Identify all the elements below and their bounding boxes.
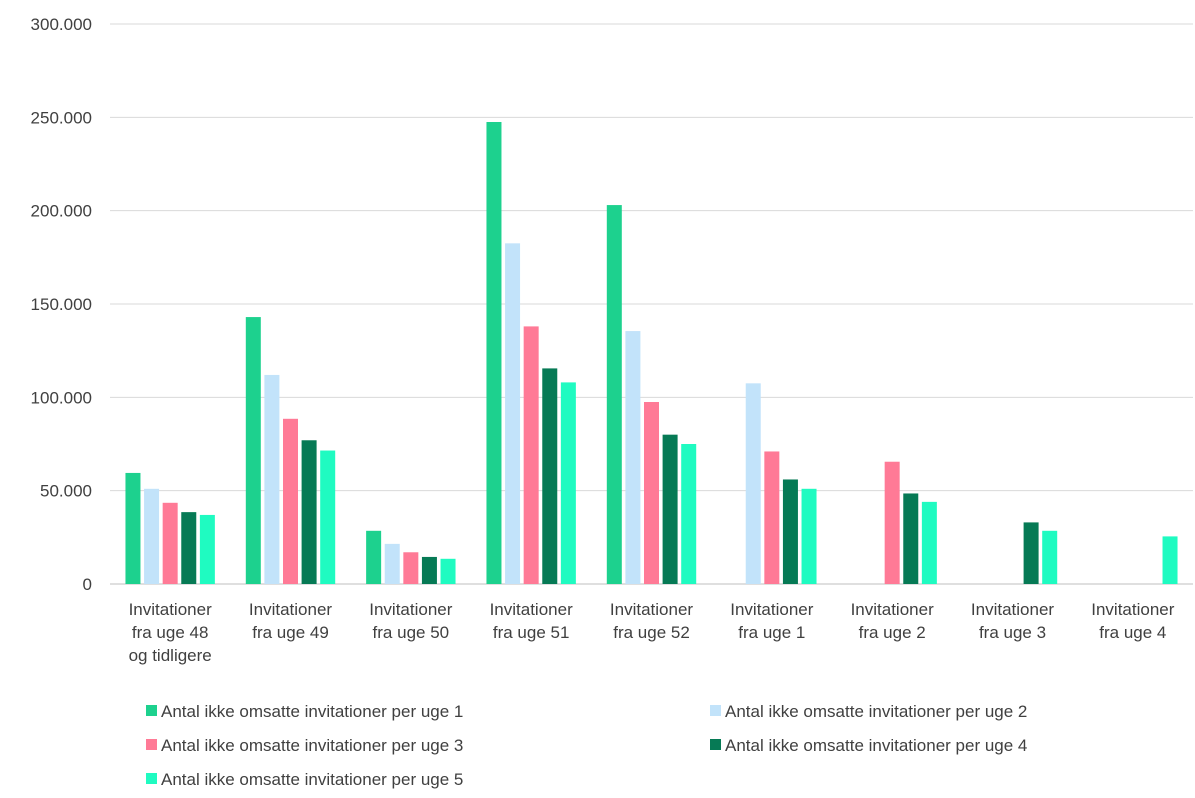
bar xyxy=(921,501,937,584)
bar xyxy=(301,440,317,584)
y-tick-label: 200.000 xyxy=(31,202,92,221)
legend-label: Antal ikke omsatte invitationer per uge … xyxy=(725,702,1027,721)
legend-label: Antal ikke omsatte invitationer per uge … xyxy=(725,736,1027,755)
bar xyxy=(542,368,558,584)
bar xyxy=(745,383,761,584)
legend-item: Antal ikke omsatte invitationer per uge … xyxy=(146,770,463,789)
bar xyxy=(199,514,215,584)
x-category-label: Invitationer fra uge 4 xyxy=(1091,600,1174,642)
x-category-label: Invitationer fra uge 52 xyxy=(610,600,693,642)
bar xyxy=(421,556,437,584)
bar xyxy=(283,418,298,584)
legend-item: Antal ikke omsatte invitationer per uge … xyxy=(146,736,463,755)
x-axis-category-labels: Invitationer fra uge 48 og tidligere Invita… xyxy=(129,600,1175,665)
bar xyxy=(644,402,659,584)
legend-swatch xyxy=(146,705,157,716)
bar xyxy=(245,317,261,584)
y-tick-label: 250.000 xyxy=(31,108,92,127)
y-axis-tick-labels: 0 50.000 100.000 150.000 200.000 250.000 300.0… xyxy=(31,15,92,594)
bar xyxy=(1023,522,1039,584)
legend: Antal ikke omsatte invitationer per uge … xyxy=(146,702,1027,789)
legend-swatch xyxy=(146,773,157,784)
bar xyxy=(264,374,280,584)
legend-label: Antal ikke omsatte invitationer per uge … xyxy=(161,702,463,721)
legend-label: Antal ikke omsatte invitationer per uge … xyxy=(161,770,463,789)
bar xyxy=(181,512,197,584)
bar xyxy=(625,331,641,584)
bar xyxy=(1042,530,1058,584)
bar xyxy=(884,461,900,584)
x-category-label: Invitationer fra uge 50 xyxy=(369,600,452,642)
bar xyxy=(384,543,400,584)
bar xyxy=(903,493,919,584)
y-tick-label: 100.000 xyxy=(31,388,92,407)
bars xyxy=(125,122,1178,585)
x-category-label: Invitationer fra uge 48 og tidligere xyxy=(129,600,212,665)
y-tick-label: 0 xyxy=(83,575,92,594)
bar xyxy=(662,434,678,584)
bar xyxy=(560,382,576,584)
bar xyxy=(486,122,502,584)
bar xyxy=(801,488,817,584)
y-tick-label: 150.000 xyxy=(31,295,92,314)
bar xyxy=(523,326,539,584)
bar xyxy=(162,502,178,584)
bar xyxy=(1162,536,1178,584)
bar xyxy=(320,450,336,584)
bar xyxy=(144,488,160,584)
x-category-label: Invitationer fra uge 49 xyxy=(249,600,332,642)
x-category-label: Invitationer fra uge 3 xyxy=(971,600,1054,642)
bar xyxy=(440,558,456,584)
bar xyxy=(403,552,419,584)
bar xyxy=(125,472,141,584)
legend-label: Antal ikke omsatte invitationer per uge … xyxy=(161,736,463,755)
legend-item: Antal ikke omsatte invitationer per uge … xyxy=(146,702,463,721)
x-category-label: Invitationer fra uge 1 xyxy=(730,600,813,642)
legend-swatch xyxy=(710,739,721,750)
legend-item: Antal ikke omsatte invitationer per uge … xyxy=(710,736,1027,755)
bar xyxy=(366,530,382,584)
y-tick-label: 300.000 xyxy=(31,15,92,34)
legend-item: Antal ikke omsatte invitationer per uge … xyxy=(710,702,1027,721)
x-category-label: Invitationer fra uge 51 xyxy=(490,600,573,642)
x-category-label: Invitationer fra uge 2 xyxy=(851,600,934,642)
bar xyxy=(681,444,697,584)
legend-swatch xyxy=(710,705,721,716)
legend-swatch xyxy=(146,739,157,750)
y-tick-label: 50.000 xyxy=(40,482,92,501)
bar xyxy=(505,243,521,585)
bar xyxy=(782,479,798,584)
bar xyxy=(764,451,780,584)
bar xyxy=(606,205,622,585)
